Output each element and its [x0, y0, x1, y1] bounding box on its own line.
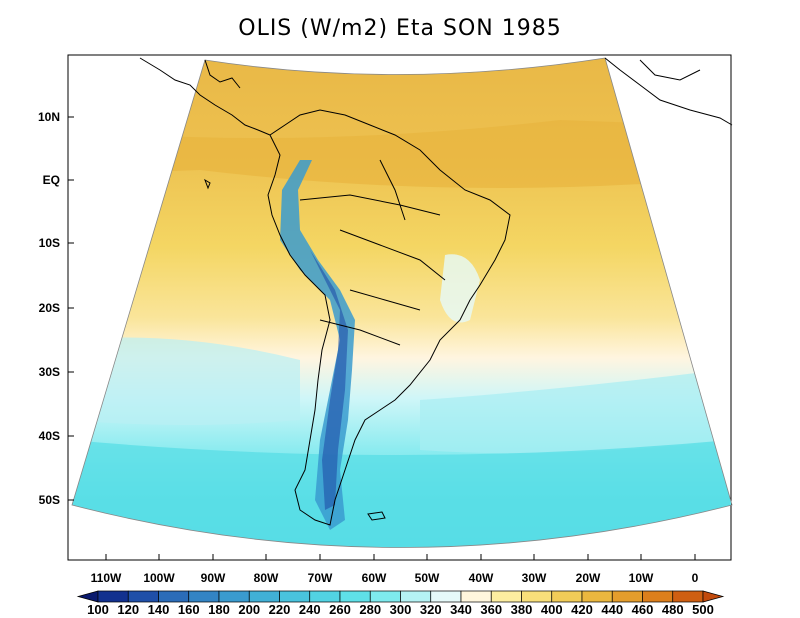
- lon-tick-label: 70W: [308, 571, 333, 585]
- colorbar-label: 340: [450, 602, 472, 617]
- colorbar-box: [672, 590, 704, 603]
- colorbar-label: 220: [269, 602, 291, 617]
- colorbar-label: 380: [511, 602, 533, 617]
- lat-tick-label: 40S: [39, 429, 60, 443]
- map-title: OLIS (W/m2) Eta SON 1985: [238, 16, 562, 41]
- lon-tick-label: 100W: [143, 571, 175, 585]
- colorbar-label: 440: [601, 602, 623, 617]
- olis-field: [72, 58, 731, 548]
- colorbar-label: 240: [299, 602, 321, 617]
- colorbar-box: [521, 590, 553, 603]
- coastlines: [139, 57, 733, 526]
- colorbar-arrow-low: [76, 590, 99, 603]
- colorbar-box: [97, 590, 129, 603]
- lon-axis: 110W 100W 90W 80W 70W 60W 50W 40W 30W 20…: [91, 554, 699, 585]
- colorbar-label: 180: [208, 602, 230, 617]
- colorbar-label: 200: [238, 602, 260, 617]
- lon-tick-label: 90W: [201, 571, 226, 585]
- colorbar-box: [158, 590, 190, 603]
- colorbar-box: [248, 590, 280, 603]
- colorbar-label: 120: [117, 602, 139, 617]
- lat-tick-label: EQ: [43, 173, 60, 187]
- colorbar-box: [400, 590, 432, 603]
- colorbar-box: [369, 590, 401, 603]
- colorbar-label: 460: [632, 602, 654, 617]
- lon-tick-label: 0: [692, 571, 699, 585]
- domain-boundary: [71, 57, 733, 548]
- colorbar-arrow-high: [702, 590, 725, 603]
- lat-tick-label: 20S: [39, 301, 60, 315]
- colorbar-label: 280: [359, 602, 381, 617]
- colorbar-box: [551, 590, 583, 603]
- lon-tick-label: 20W: [576, 571, 601, 585]
- lat-tick-label: 30S: [39, 365, 60, 379]
- colorbar-label: 160: [178, 602, 200, 617]
- colorbar-box: [279, 590, 311, 603]
- colorbar-box: [309, 590, 341, 603]
- colorbar: 100 120 140 160 180 200 220 240 260 280 300 320 340 3…: [76, 590, 725, 617]
- colorbar-label: 140: [148, 602, 170, 617]
- colorbar-label: 400: [541, 602, 563, 617]
- lon-tick-label: 110W: [91, 571, 122, 585]
- lon-tick-label: 10W: [629, 571, 654, 585]
- lat-tick-label: 10S: [39, 236, 60, 250]
- colorbar-box: [611, 590, 643, 603]
- lat-tick-label: 10N: [38, 110, 60, 124]
- colorbar-box: [218, 590, 250, 603]
- lon-tick-label: 80W: [254, 571, 279, 585]
- colorbar-box: [430, 590, 462, 603]
- colorbar-box: [642, 590, 674, 603]
- colorbar-label: 420: [571, 602, 593, 617]
- colorbar-label: 300: [390, 602, 412, 617]
- colorbar-box: [460, 590, 492, 603]
- colorbar-label: 260: [329, 602, 351, 617]
- colorbar-label: 500: [692, 602, 714, 617]
- lat-tick-label: 50S: [39, 493, 60, 507]
- lat-axis: 10N EQ 10S 20S 30S 40S 50S: [38, 110, 74, 507]
- colorbar-label: 100: [87, 602, 109, 617]
- colorbar-box: [188, 590, 220, 603]
- colorbar-label: 480: [662, 602, 684, 617]
- colorbar-box: [339, 590, 371, 603]
- colorbar-label: 360: [480, 602, 502, 617]
- colorbar-box: [127, 590, 159, 603]
- lon-tick-label: 60W: [362, 571, 387, 585]
- colorbar-box: [490, 590, 522, 603]
- colorbar-box: [581, 590, 613, 603]
- lon-tick-label: 30W: [522, 571, 547, 585]
- colorbar-label: 320: [420, 602, 442, 617]
- lon-tick-label: 50W: [415, 571, 440, 585]
- lon-tick-label: 40W: [469, 571, 494, 585]
